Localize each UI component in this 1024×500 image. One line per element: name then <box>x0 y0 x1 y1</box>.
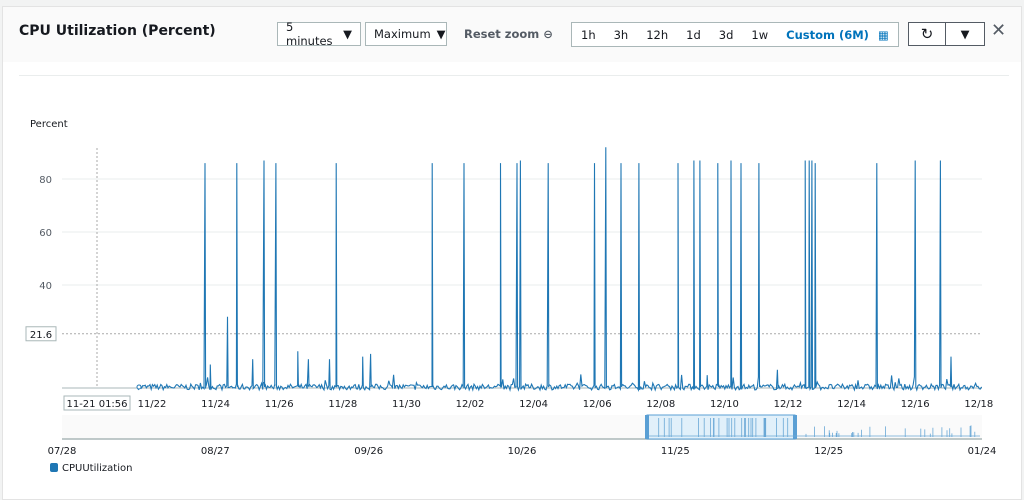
navigator-tick-label: 07/28 <box>48 446 77 457</box>
series-start-marker <box>136 384 142 390</box>
x-tick-label: 12/08 <box>646 399 675 410</box>
x-tick-label: 12/14 <box>837 399 866 410</box>
navigator-tick-label: 01/24 <box>968 446 997 457</box>
hover-value-box <box>25 326 57 342</box>
reset-zoom-button[interactable]: Reset zoom ⊖ <box>464 27 553 41</box>
x-tick-label: 11/22 <box>138 399 167 410</box>
period-value: 5 minutes <box>286 20 333 48</box>
navigator-background <box>62 415 982 439</box>
navigator-tick-label: 10/26 <box>508 446 537 457</box>
statistic-value: Maximum <box>374 27 431 41</box>
navigator-handle-left[interactable] <box>645 415 649 439</box>
y-tick-label: 60 <box>39 228 52 239</box>
range-1h[interactable]: 1h <box>581 27 596 42</box>
range-12h[interactable]: 12h <box>646 27 669 42</box>
refresh-button[interactable]: ↻ <box>908 22 946 46</box>
legend-label[interactable]: CPUUtilization <box>62 463 132 474</box>
range-3d[interactable]: 3d <box>718 27 734 42</box>
range-1d[interactable]: 1d <box>686 27 701 42</box>
hover-time: 11-21 01:56 <box>66 399 127 410</box>
navigator-tick-label: 12/25 <box>814 446 843 457</box>
y-axis-label: Percent <box>30 119 68 130</box>
x-tick-label: 12/12 <box>774 399 803 410</box>
navigator-tick-label: 09/26 <box>354 446 383 457</box>
x-tick-label: 12/16 <box>901 399 930 410</box>
caret-down-icon: ▼ <box>436 27 446 41</box>
close-icon[interactable]: ✕ <box>991 20 1007 41</box>
y-tick-label: 40 <box>39 281 52 292</box>
time-range-selector: 1h 3h 12h 1d 3d 1w Custom (6M) ▦ <box>571 22 899 47</box>
caret-down-icon: ▼ <box>343 27 352 41</box>
period-select[interactable]: 5 minutes ▼ <box>277 20 361 48</box>
range-3h[interactable]: 3h <box>613 27 629 42</box>
cpu-series-line <box>137 147 983 392</box>
caret-down-icon: ▼ <box>960 27 970 41</box>
widget-title: CPU Utilization (Percent) <box>19 23 216 39</box>
zoom-out-icon: ⊖ <box>543 27 553 41</box>
divider <box>19 75 1009 76</box>
x-tick-label: 11/24 <box>201 399 230 410</box>
widget-header: CPU Utilization (Percent) 5 minutes ▼ Max… <box>3 7 1021 62</box>
y-tick-label: 80 <box>39 175 52 186</box>
statistic-select[interactable]: Maximum ▼ <box>365 22 447 46</box>
navigator-tick-label: 08/27 <box>201 446 230 457</box>
x-tick-label: 12/18 <box>964 399 993 410</box>
refresh-icon: ↻ <box>920 25 934 43</box>
navigator-handle-right[interactable] <box>793 415 797 439</box>
range-1w[interactable]: 1w <box>751 27 769 42</box>
x-tick-label: 12/04 <box>519 399 548 410</box>
x-tick-label: 12/02 <box>456 399 485 410</box>
navigator-series <box>649 418 980 437</box>
navigator-tick-label: 11/25 <box>661 446 690 457</box>
range-custom[interactable]: Custom (6M) <box>786 27 869 42</box>
refresh-options-button[interactable]: ▼ <box>945 22 985 46</box>
calendar-icon[interactable]: ▦ <box>877 27 889 42</box>
hover-time-box <box>63 395 131 411</box>
hover-value: 21.6 <box>30 330 52 341</box>
x-tick-label: 12/10 <box>710 399 739 410</box>
reset-zoom-label: Reset zoom <box>464 27 540 41</box>
legend-swatch <box>50 463 58 472</box>
x-tick-label: 11/28 <box>328 399 357 410</box>
x-tick-label: 11/26 <box>265 399 294 410</box>
x-tick-label: 11/30 <box>392 399 421 410</box>
x-tick-label: 12/06 <box>583 399 612 410</box>
